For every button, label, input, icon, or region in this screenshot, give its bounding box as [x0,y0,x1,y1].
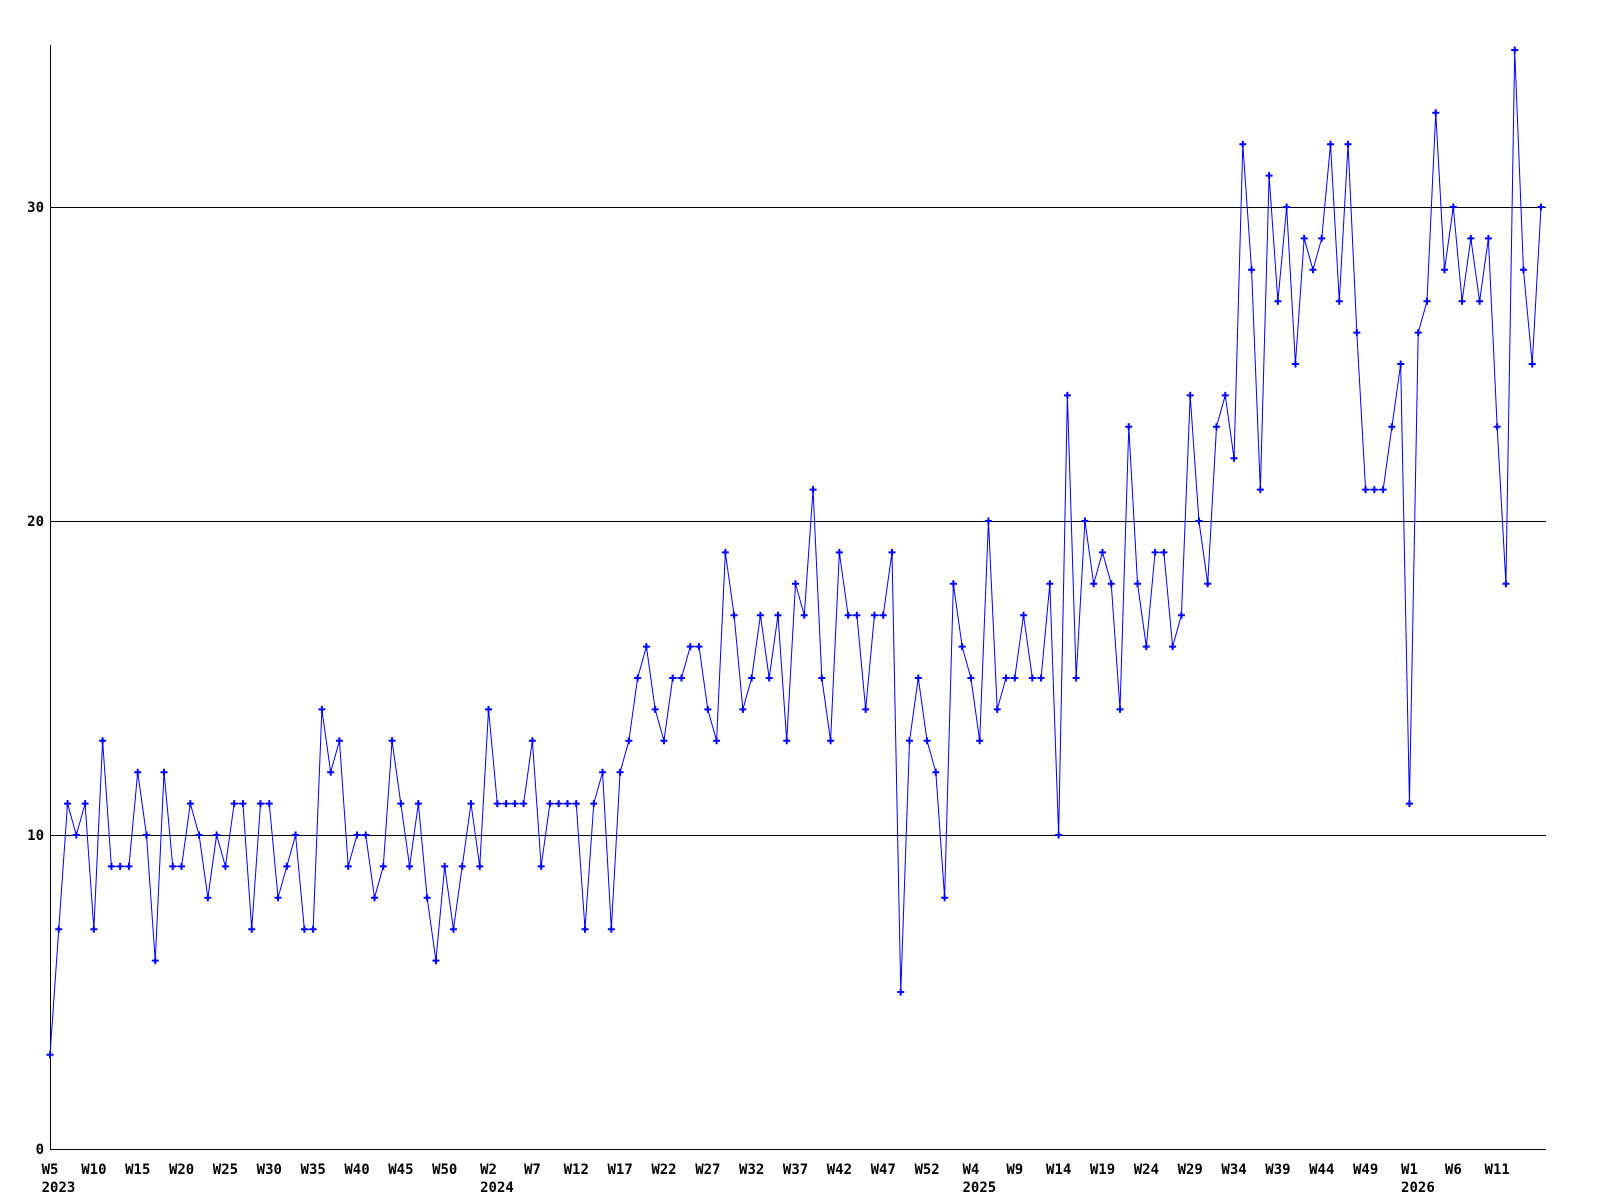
x-tick-label: W44 [1309,1162,1334,1178]
x-tick-label: W6 [1445,1162,1462,1178]
x-tick-label: W9 [1006,1162,1023,1178]
y-tick-labels: 0 10 20 30 [27,200,44,1158]
x-tick-label: W52 [914,1162,939,1178]
x-tick-label: W15 [125,1162,150,1178]
data-series [46,46,1545,1059]
x-year-label: 2026 [1401,1180,1435,1196]
x-tick-label: W10 [81,1162,106,1178]
x-tick-label: W1 [1401,1162,1418,1178]
x-tick-label: W27 [695,1162,720,1178]
x-tick-label: W42 [827,1162,852,1178]
x-tick-label: W30 [257,1162,282,1178]
x-tick-label: W14 [1046,1162,1071,1178]
x-tick-label: W2 [480,1162,497,1178]
data-line [49,49,1542,1055]
x-year-label: 2025 [963,1180,997,1196]
x-tick-labels: W5 2023 W10 W15 W20 W25 W30 W35 W40 W45 W50 W2 2024 W… [42,1162,1510,1196]
x-tick-label: W12 [564,1162,589,1178]
y-tick-label: 10 [27,828,44,844]
y-tick-label: 30 [27,200,44,216]
x-tick-label: W34 [1221,1162,1246,1178]
x-tick-label: W19 [1090,1162,1115,1178]
x-tick-label: W40 [344,1162,369,1178]
x-tick-label: W7 [524,1162,541,1178]
x-tick-label: W35 [301,1162,326,1178]
x-year-label: 2024 [480,1180,514,1196]
y-tick-label: 20 [27,514,44,530]
x-tick-label: W39 [1265,1162,1290,1178]
grid-layer [50,207,1546,836]
x-tick-label: W45 [388,1162,413,1178]
y-tick-label: 0 [36,1142,44,1158]
x-tick-label: W4 [963,1162,980,1178]
x-tick-label: W20 [169,1162,194,1178]
x-tick-label: W25 [213,1162,238,1178]
x-tick-label: W11 [1485,1162,1510,1178]
x-tick-label: W47 [871,1162,896,1178]
x-tick-label: W5 [42,1162,59,1178]
x-tick-label: W29 [1178,1162,1203,1178]
x-tick-label: W37 [783,1162,808,1178]
data-point-markers [46,46,1545,1059]
x-tick-label: W17 [607,1162,632,1178]
x-year-label: 2023 [42,1180,76,1196]
x-tick-label: W50 [432,1162,457,1178]
x-tick-label: W24 [1134,1162,1159,1178]
x-tick-label: W22 [651,1162,676,1178]
axis-layer [50,45,1546,1150]
x-tick-label: W49 [1353,1162,1378,1178]
x-tick-label: W32 [739,1162,764,1178]
